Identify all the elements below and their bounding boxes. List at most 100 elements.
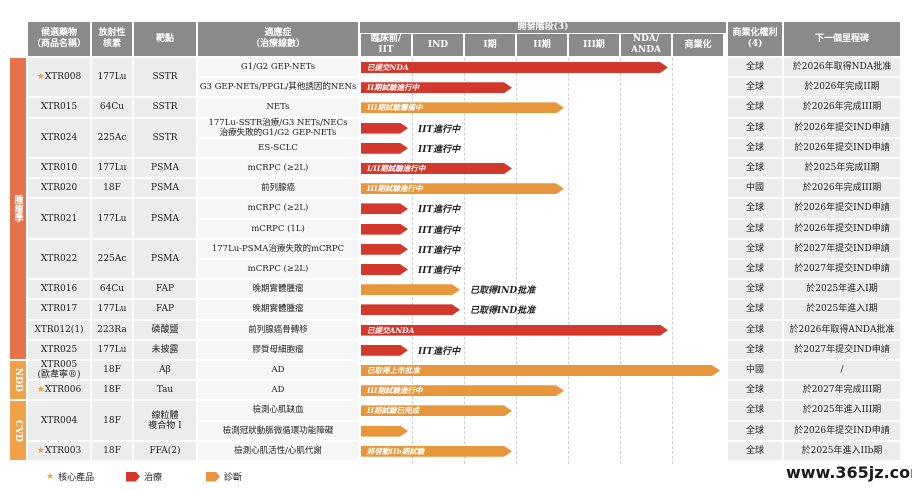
target-cell: SSTR [134, 98, 196, 117]
indication-cell: 177Lu-PSMA治療失敗的mCRPC [198, 239, 358, 258]
milestone-cell: 於2025年進入III期 [784, 401, 900, 420]
stage-gridline [464, 58, 465, 464]
stage-bar-red [361, 143, 408, 154]
header-milestone: 下一個里程碑 [784, 22, 900, 56]
candidate-cell: XTR022 [28, 239, 90, 279]
target-cell: PSMA [134, 199, 196, 238]
stage-bar-red: 已提交NDA [361, 62, 668, 73]
target-cell: 未披露 [134, 340, 196, 359]
stage-bar-red [361, 224, 408, 235]
rights-cell: 全球 [728, 280, 782, 299]
candidate-cell: XTR017 [28, 300, 90, 319]
stage-bar-orange: III期試驗進行中 [361, 385, 564, 396]
milestone-cell: 於2026年取得NDA批准 [784, 58, 900, 77]
target-cell: 線粒體 複合物 I [134, 401, 196, 440]
legend-item: 治療 [126, 470, 162, 483]
rights-cell: 全球 [728, 260, 782, 279]
isotope-cell: 225Ac [92, 118, 132, 157]
candidate-cell: XTR010 [28, 159, 90, 178]
milestone-cell: 於2025年進入I期 [784, 280, 900, 299]
stage-bar-red [361, 203, 408, 214]
target-cell: 磷酸鹽 [134, 320, 196, 339]
target-cell: FAP [134, 280, 196, 299]
indication-cell: NETs [198, 98, 358, 117]
candidate-cell: XTR005 (歐韋寧®) [28, 360, 90, 381]
stage-bar-orange [361, 426, 408, 437]
stage-bar-red [361, 123, 408, 134]
candidate-cell: XTR016 [28, 280, 90, 299]
stage-status-text: IIT進行中 [418, 124, 461, 135]
rights-cell: 全球 [728, 320, 782, 339]
indication-cell: AD [198, 361, 358, 380]
milestone-cell: 於2025年進入IIb期 [784, 441, 900, 460]
indication-cell: mCRPC (≥2L) [198, 199, 358, 218]
rights-cell: 全球 [728, 239, 782, 258]
header-stage-0: 臨床前/ IIT [361, 34, 411, 56]
header-development-stage: 開發階段(3) [360, 22, 726, 33]
group-label-0: 腫瘤學 [10, 58, 26, 359]
target-cell: Tau [134, 381, 196, 400]
indication-cell: 膠質母細胞瘤 [198, 340, 358, 359]
legend-label: 核心產品 [58, 473, 95, 483]
rights-cell: 中國 [728, 361, 782, 380]
legend-arrow-icon [206, 471, 220, 482]
isotope-cell: 225Ac [92, 239, 132, 279]
milestone-cell: 於2027年提交IND申請 [784, 260, 900, 279]
isotope-cell: 177Lu [92, 58, 132, 97]
isotope-cell: 223Ra [92, 320, 132, 339]
milestone-cell: 於2026年取得ANDA批准 [784, 320, 900, 339]
candidate-cell: XTR025 [28, 340, 90, 359]
stage-bar-red [361, 264, 408, 275]
target-cell: SSTR [134, 118, 196, 157]
indication-cell: ES-SCLC [198, 138, 358, 157]
rights-cell: 全球 [728, 58, 782, 77]
rights-cell: 全球 [728, 381, 782, 400]
header-candidate: 候選藥物 （商品名稱） [28, 22, 90, 56]
isotope-cell: 18F [92, 441, 132, 460]
indication-cell: 檢測冠狀動脈微循環功能障礙 [198, 421, 358, 440]
candidate-cell: XTR015 [28, 98, 90, 117]
target-cell: FFA(2) [134, 441, 196, 460]
stage-bar-orange: 將啓動IIb期試驗 [361, 446, 512, 457]
candidate-name: XTR025 [40, 344, 78, 355]
header-stage-6: 商業化 [673, 34, 723, 56]
stage-status-text: 已取得IND批准 [470, 306, 536, 317]
rights-cell: 全球 [728, 138, 782, 157]
stage-gridline [516, 58, 517, 464]
candidate-cell: XTR021 [28, 199, 90, 238]
milestone-cell: 於2026年提交IND申請 [784, 138, 900, 157]
indication-cell: G1/G2 GEP-NETs [198, 58, 358, 77]
header-stage-5: NDA/ ANDA [621, 34, 671, 56]
header-stage-2: I期 [465, 34, 515, 56]
legend-label: 治療 [144, 473, 163, 483]
milestone-cell: 於2026年完成III期 [784, 98, 900, 117]
milestone-cell: 於2025年完成II期 [784, 159, 900, 178]
rights-cell: 全球 [728, 300, 782, 319]
isotope-cell: 64Cu [92, 98, 132, 117]
candidate-name: XTR005 (歐韋寧®) [37, 360, 81, 381]
star-icon: ★ [46, 471, 55, 482]
rights-cell: 全球 [728, 159, 782, 178]
header-stage-1: IND [413, 34, 463, 56]
candidate-name: XTR016 [40, 284, 78, 295]
candidate-name: XTR004 [40, 415, 78, 426]
indication-cell: mCRPC (1L) [198, 219, 358, 238]
candidate-name: XTR012(1) [34, 324, 84, 335]
stage-bar-orange: II期試驗已完成 [361, 405, 512, 416]
candidate-name: XTR010 [40, 163, 78, 174]
stage-bar-red: I/II期試驗進行中 [361, 163, 512, 174]
legend-item: 診斷 [206, 470, 242, 483]
isotope-cell: 18F [92, 401, 132, 440]
stage-gridline [620, 58, 621, 464]
indication-cell: AD [198, 381, 358, 400]
indication-cell: 檢測心肌活性/心肌代謝 [198, 441, 358, 460]
stage-status-text: IIT進行中 [418, 245, 461, 256]
stage-status-text: IIT進行中 [418, 205, 461, 216]
target-cell: PSMA [134, 239, 196, 279]
candidate-cell: XTR024 [28, 118, 90, 157]
rights-cell: 全球 [728, 118, 782, 137]
milestone-cell: 於2027年完成III期 [784, 381, 900, 400]
candidate-name: XTR006 [44, 385, 82, 396]
stage-bar-red: II期試驗進行中 [361, 82, 512, 93]
milestone-cell: 於2026年完成III期 [784, 179, 900, 198]
